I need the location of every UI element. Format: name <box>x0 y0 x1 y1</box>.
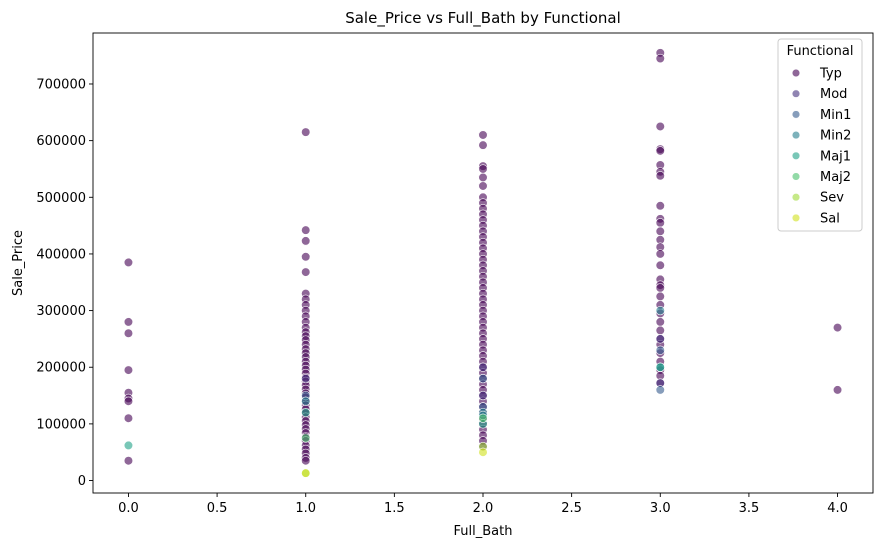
legend-marker-maj1 <box>791 151 801 160</box>
legend-marker-sal <box>791 213 801 222</box>
y-tick-label: 400000 <box>36 247 86 262</box>
data-point-sal <box>301 468 311 478</box>
legend-label-sal: Sal <box>820 211 840 226</box>
legend-marker-min1 <box>791 110 801 119</box>
legend-label-maj2: Maj2 <box>820 170 851 185</box>
x-tick-label: 3.5 <box>739 501 760 516</box>
data-point-typ <box>832 385 843 395</box>
data-point-typ <box>655 226 665 236</box>
data-point-typ <box>123 413 134 423</box>
data-point-typ <box>301 252 311 262</box>
data-point-typ <box>655 260 665 270</box>
data-point-typ <box>655 201 665 211</box>
legend-marker-mod <box>791 89 801 98</box>
y-tick-label: 0 <box>78 474 86 489</box>
legend-label-typ: Typ <box>819 67 842 82</box>
data-point-typ <box>655 317 665 327</box>
x-axis: 0.0 0.5 1.0 1.5 2.0 2.5 3.0 3.5 4.0 <box>118 493 848 516</box>
y-tick-label: 100000 <box>36 417 86 432</box>
data-point-mod <box>478 362 488 372</box>
legend: Functional Typ Mod Min1 Min2 Maj1 Maj2 Sev Sal <box>777 38 863 232</box>
data-point-typ <box>301 456 311 466</box>
data-point-maj1 <box>123 440 134 451</box>
legend-marker-min2 <box>791 131 801 140</box>
data-point-min1 <box>655 345 665 355</box>
data-point-typ <box>478 130 488 140</box>
data-point-typ <box>301 267 311 277</box>
legend-label-maj1: Maj1 <box>820 149 851 164</box>
data-point-maj2 <box>478 413 488 423</box>
data-point-typ <box>123 317 134 327</box>
data-point-typ <box>478 164 488 174</box>
data-point-typ <box>655 171 665 181</box>
data-point-typ <box>301 236 311 246</box>
data-point-min1 <box>478 373 488 384</box>
x-tick-label: 3.0 <box>650 501 671 516</box>
x-axis-label: Full_Bath <box>454 524 513 539</box>
data-point-min2 <box>655 305 665 316</box>
data-point-typ <box>301 127 311 137</box>
legend-marker-maj2 <box>791 172 801 181</box>
data-point-typ <box>655 146 665 156</box>
data-point-maj1 <box>655 362 665 372</box>
x-tick-label: 1.0 <box>295 501 316 516</box>
data-point-mod <box>655 334 665 344</box>
legend-label-sev: Sev <box>820 191 844 206</box>
data-point-typ <box>655 291 665 302</box>
data-point-typ <box>123 365 134 375</box>
data-point-sal <box>478 447 488 457</box>
chart-title: Sale_Price vs Full_Bath by Functional <box>345 9 621 28</box>
legend-marker-sev <box>791 193 801 202</box>
data-point-typ <box>478 172 488 183</box>
data-point-typ <box>655 249 665 259</box>
x-tick-label: 1.5 <box>384 501 405 516</box>
data-point-typ <box>123 396 134 406</box>
data-point-typ <box>478 181 488 191</box>
data-point-mod <box>301 373 311 384</box>
y-axis-label: Sale_Price <box>11 230 26 296</box>
y-tick-label: 200000 <box>36 361 86 376</box>
data-point-mod <box>478 390 488 401</box>
data-point-typ <box>655 53 665 64</box>
legend-label-mod: Mod <box>820 87 847 102</box>
y-tick-label: 300000 <box>36 304 86 319</box>
legend-marker-typ <box>791 68 801 78</box>
data-point-typ <box>655 325 665 336</box>
x-tick-label: 4.0 <box>827 501 848 516</box>
legend-box <box>777 38 863 232</box>
y-tick-label: 700000 <box>36 77 86 92</box>
data-point-typ <box>478 140 488 150</box>
data-point-typ <box>123 456 134 466</box>
x-tick-label: 0.5 <box>207 501 228 516</box>
y-axis: 0 100000 200000 300000 400000 500000 600000 700… <box>36 77 93 489</box>
data-point-typ <box>123 328 134 338</box>
data-point-min2 <box>301 396 311 406</box>
data-points <box>123 48 843 478</box>
legend-title: Functional <box>787 44 854 59</box>
y-tick-label: 500000 <box>36 191 86 206</box>
data-point-maj2 <box>301 433 311 443</box>
data-point-maj1 <box>301 407 311 418</box>
data-point-min1 <box>655 385 665 395</box>
legend-label-min2: Min2 <box>820 129 851 144</box>
data-point-typ <box>655 283 665 293</box>
x-tick-label: 2.5 <box>561 501 582 516</box>
data-point-typ <box>832 322 843 333</box>
data-point-typ <box>301 225 311 235</box>
data-point-typ <box>123 257 134 268</box>
legend-label-min1: Min1 <box>820 108 851 123</box>
data-point-typ <box>655 218 665 228</box>
data-point-typ <box>655 121 665 132</box>
x-tick-label: 2.0 <box>473 501 494 516</box>
x-tick-label: 0.0 <box>118 501 139 516</box>
y-tick-label: 600000 <box>36 134 86 149</box>
